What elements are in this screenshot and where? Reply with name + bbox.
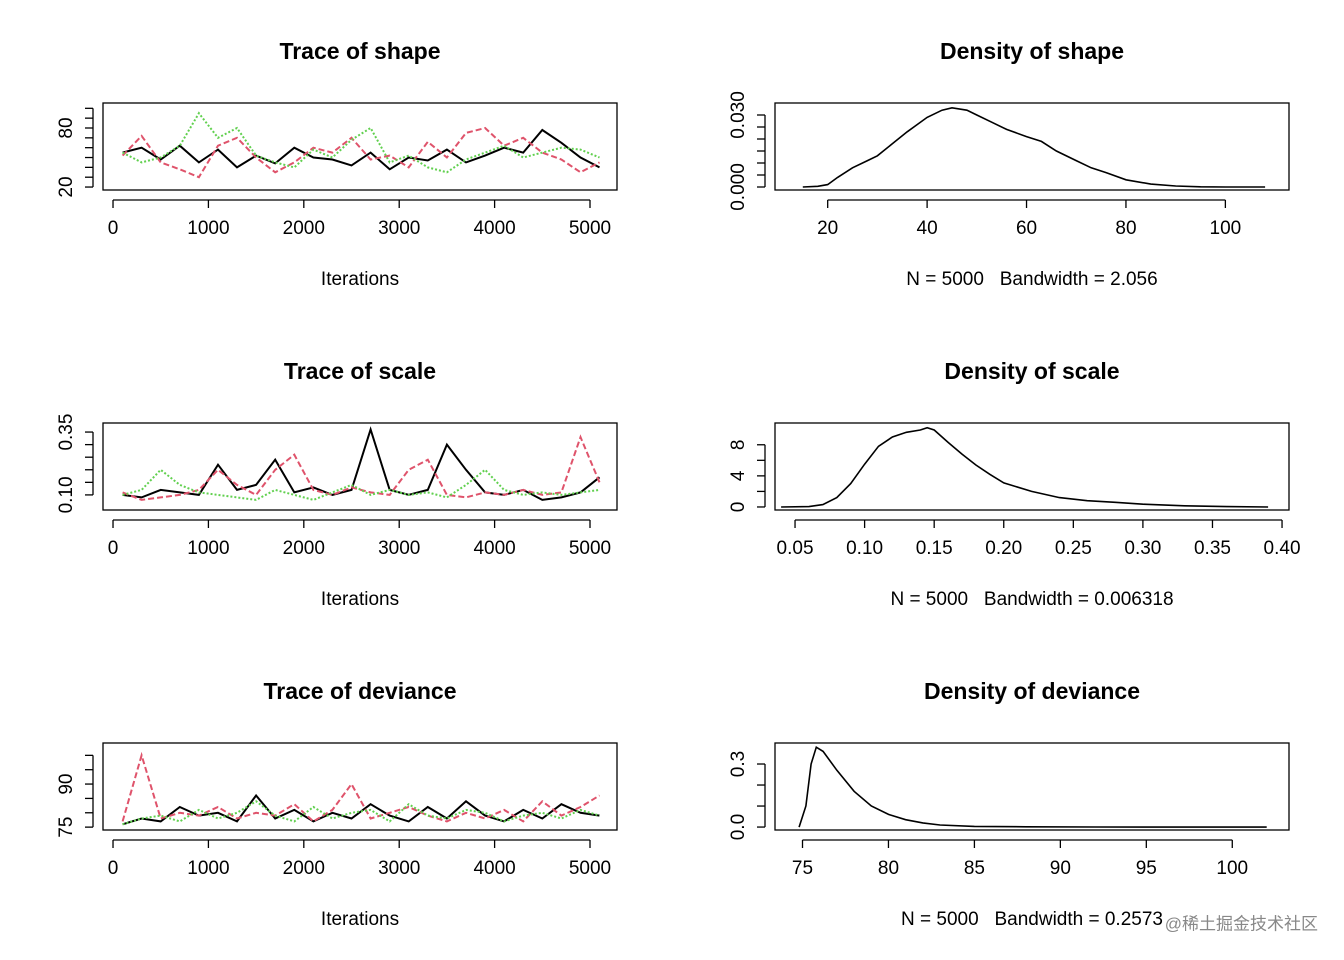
x-tick-label: 0.05 <box>777 538 814 559</box>
x-axis-label: Iterations <box>321 269 399 290</box>
chart-title: Trace of scale <box>284 358 436 384</box>
x-tick-label: 0.40 <box>1264 538 1301 559</box>
x-tick-label: 100 <box>1216 858 1248 879</box>
x-tick-label: 40 <box>917 218 938 239</box>
x-tick-label: 0 <box>108 218 119 239</box>
x-axis-label: Iterations <box>321 909 399 930</box>
x-tick-label: 0 <box>108 858 119 879</box>
x-tick-label: 1000 <box>187 538 229 559</box>
y-tick-label: 0.030 <box>728 91 749 139</box>
x-tick-label: 95 <box>1136 858 1157 879</box>
x-tick-label: 0.20 <box>985 538 1022 559</box>
density-line <box>802 106 1266 188</box>
density-line <box>798 745 1267 828</box>
x-tick-label: 2000 <box>283 218 325 239</box>
x-tick-label: 1000 <box>187 218 229 239</box>
y-tick-label: 0 <box>728 502 749 513</box>
x-tick-label: 5000 <box>569 538 611 559</box>
x-tick-label: 1000 <box>187 858 229 879</box>
trace-line <box>122 128 600 171</box>
x-tick-label: 20 <box>817 218 838 239</box>
y-tick-label: 20 <box>56 176 77 197</box>
x-tick-label: 5000 <box>569 858 611 879</box>
x-tick-label: 85 <box>964 858 985 879</box>
chart-title: Density of deviance <box>924 678 1140 704</box>
plot-frame <box>774 742 1290 831</box>
x-tick-label: 60 <box>1016 218 1037 239</box>
y-tick-label: 8 <box>728 439 749 450</box>
x-axis-label: N = 5000 Bandwidth = 2.056 <box>906 269 1157 290</box>
y-tick-label: 0.0 <box>728 814 749 840</box>
x-tick-label: 3000 <box>378 858 420 879</box>
x-tick-label: 75 <box>792 858 813 879</box>
x-tick-label: 0.15 <box>916 538 953 559</box>
plot-frame <box>102 742 618 831</box>
x-tick-label: 90 <box>1050 858 1071 879</box>
x-tick-label: 4000 <box>473 858 515 879</box>
x-axis-label: N = 5000 Bandwidth = 0.006318 <box>890 589 1173 610</box>
trace-line <box>121 751 601 823</box>
y-tick-label: 0.10 <box>56 476 77 513</box>
x-tick-label: 5000 <box>569 218 611 239</box>
chart-title: Density of scale <box>944 358 1119 384</box>
x-tick-label: 2000 <box>283 538 325 559</box>
y-tick-label: 75 <box>56 817 77 838</box>
x-tick-label: 0.35 <box>1194 538 1231 559</box>
plot-frame <box>774 102 1290 191</box>
x-axis-label: N = 5000 Bandwidth = 0.2573 <box>901 909 1163 930</box>
chart-title: Trace of shape <box>279 38 440 64</box>
x-tick-label: 0.10 <box>846 538 883 559</box>
x-tick-label: 80 <box>878 858 899 879</box>
x-tick-label: 3000 <box>378 538 420 559</box>
watermark: @稀土掘金技术社区 <box>1165 914 1318 933</box>
x-tick-label: 0 <box>108 538 119 559</box>
y-tick-label: 80 <box>56 117 77 138</box>
x-tick-label: 2000 <box>283 858 325 879</box>
y-tick-label: 90 <box>56 773 77 794</box>
chart-title: Trace of deviance <box>263 678 456 704</box>
trace-line <box>122 434 601 501</box>
x-tick-label: 80 <box>1115 218 1136 239</box>
x-tick-label: 3000 <box>378 218 420 239</box>
trace-line <box>122 793 600 826</box>
trace-line <box>121 126 600 179</box>
x-tick-label: 100 <box>1210 218 1242 239</box>
plot-frame <box>774 422 1290 511</box>
x-tick-label: 0.25 <box>1055 538 1092 559</box>
trace-line <box>122 468 600 501</box>
plot-frame <box>102 102 618 191</box>
plot-frame <box>102 422 618 511</box>
y-tick-label: 0.3 <box>728 751 749 777</box>
x-axis-label: Iterations <box>321 589 399 610</box>
y-tick-label: 0.35 <box>56 414 77 451</box>
density-line <box>781 426 1269 508</box>
chart-title: Density of shape <box>940 38 1124 64</box>
y-tick-label: 4 <box>728 470 749 481</box>
x-tick-label: 4000 <box>473 538 515 559</box>
x-tick-label: 0.30 <box>1124 538 1161 559</box>
trace-line <box>122 800 600 826</box>
y-tick-label: 0.000 <box>728 163 749 211</box>
x-tick-label: 4000 <box>473 218 515 239</box>
